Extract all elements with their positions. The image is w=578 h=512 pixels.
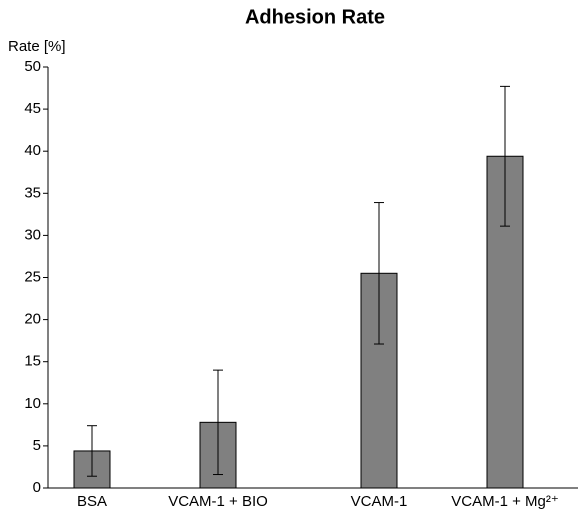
y-tick-label: 25 (24, 268, 41, 285)
y-axis-label: Rate [%] (8, 38, 66, 55)
x-tick-label: VCAM-1 + BIO (168, 493, 268, 510)
x-tick-label: VCAM-1 + Mg²⁺ (451, 493, 559, 510)
y-tick-label: 10 (24, 395, 41, 412)
chart-title: Adhesion Rate (245, 6, 385, 28)
y-tick-label: 5 (33, 437, 41, 454)
y-tick-label: 35 (24, 184, 41, 201)
y-tick-label: 20 (24, 311, 41, 328)
y-tick-label: 45 (24, 100, 41, 117)
y-tick-label: 50 (24, 58, 41, 75)
x-tick-label: VCAM-1 (351, 493, 408, 510)
x-tick-label: BSA (77, 493, 107, 510)
y-tick-label: 0 (33, 479, 41, 496)
y-tick-label: 30 (24, 226, 41, 243)
y-tick-label: 15 (24, 353, 41, 370)
y-tick-label: 40 (24, 142, 41, 159)
